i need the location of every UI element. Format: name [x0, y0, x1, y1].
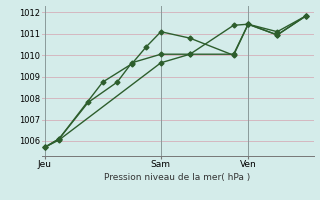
- X-axis label: Pression niveau de la mer( hPa ): Pression niveau de la mer( hPa ): [104, 173, 251, 182]
